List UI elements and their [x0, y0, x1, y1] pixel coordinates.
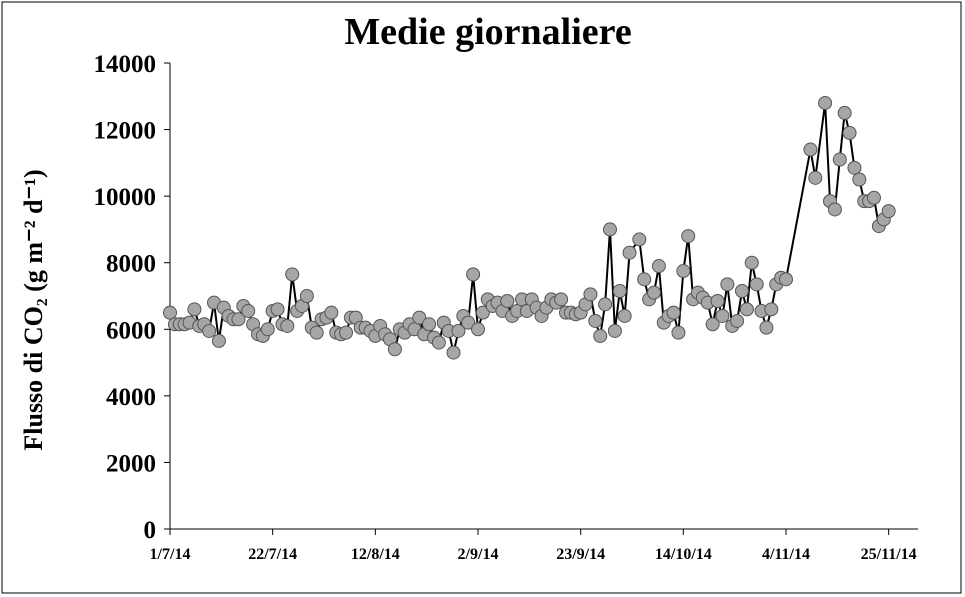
x-tick-label: 4/11/14: [762, 546, 810, 563]
data-point: [309, 325, 324, 340]
data-point: [842, 125, 857, 140]
x-tick-label: 22/7/14: [248, 546, 297, 563]
y-tick-label: 8000: [106, 251, 156, 278]
data-point: [803, 142, 818, 157]
y-tick-label: 2000: [106, 450, 156, 477]
x-tick-label: 12/8/14: [351, 546, 400, 563]
data-point: [744, 255, 759, 270]
data-point: [705, 317, 720, 332]
data-point: [666, 305, 681, 320]
data-point: [764, 302, 779, 317]
data-point: [446, 345, 461, 360]
y-tick-label: 14000: [94, 51, 157, 78]
data-point: [720, 277, 735, 292]
data-point: [412, 310, 427, 325]
y-tick-label: 4000: [106, 384, 156, 411]
data-point: [466, 267, 481, 282]
data-point: [583, 287, 598, 302]
y-tick-label: 6000: [106, 317, 156, 344]
data-point: [231, 312, 246, 327]
data-point: [735, 284, 749, 299]
data-point: [451, 323, 466, 338]
data-point: [647, 285, 661, 300]
data-point: [471, 322, 485, 337]
data-point: [710, 293, 725, 308]
x-tick-label: 1/7/14: [150, 546, 191, 563]
data-point: [759, 320, 774, 335]
data-point: [749, 277, 764, 292]
data-point: [603, 222, 617, 237]
data-point: [163, 305, 177, 320]
data-point: [852, 172, 867, 187]
data-point: [241, 303, 256, 318]
data-point: [475, 305, 490, 320]
data-point: [598, 297, 613, 312]
data-point: [299, 289, 314, 303]
data-point: [676, 264, 691, 279]
data-point: [827, 202, 842, 217]
data-point: [739, 302, 754, 317]
y-tick-label: 0: [144, 517, 157, 544]
x-tick-label: 25/11/14: [861, 546, 917, 563]
data-point: [187, 302, 202, 317]
data-point: [779, 272, 793, 287]
data-point: [593, 328, 608, 343]
y-tick-label: 10000: [94, 184, 157, 211]
data-point: [622, 245, 637, 260]
data-point: [500, 293, 515, 308]
data-point: [832, 152, 847, 167]
data-point: [818, 95, 833, 110]
data-point: [637, 272, 652, 287]
data-point: [339, 325, 353, 340]
data-point: [202, 323, 217, 338]
data-point: [607, 323, 622, 338]
data-point: [681, 229, 696, 244]
data-point: [554, 292, 569, 307]
data-point: [867, 190, 881, 205]
data-point: [260, 322, 275, 337]
data-point: [651, 259, 666, 274]
data-point: [211, 333, 226, 348]
data-point: [422, 317, 437, 332]
data-point: [588, 313, 603, 328]
data-point: [881, 204, 896, 219]
x-tick-label: 2/9/14: [458, 546, 499, 563]
data-point: [837, 105, 852, 120]
y-tick-label: 12000: [94, 118, 157, 145]
data-point: [431, 335, 446, 350]
data-point: [715, 308, 730, 323]
x-tick-label: 14/10/14: [655, 546, 712, 563]
chart-title: Medie giornaliere: [344, 11, 631, 53]
data-point: [270, 302, 285, 317]
data-point: [632, 232, 647, 247]
data-point: [280, 318, 295, 333]
data-point: [847, 160, 862, 175]
data-point: [387, 342, 402, 357]
x-tick-label: 23/9/14: [556, 546, 605, 563]
data-point: [324, 305, 339, 320]
data-point: [617, 308, 632, 323]
data-point: [730, 313, 745, 328]
data-point: [461, 315, 476, 330]
data-point: [808, 170, 823, 185]
data-point: [612, 284, 627, 299]
y-axis-label: Flusso di CO₂ (g m⁻² d⁻¹): [19, 169, 48, 450]
data-point: [671, 325, 686, 340]
data-point: [285, 267, 300, 282]
